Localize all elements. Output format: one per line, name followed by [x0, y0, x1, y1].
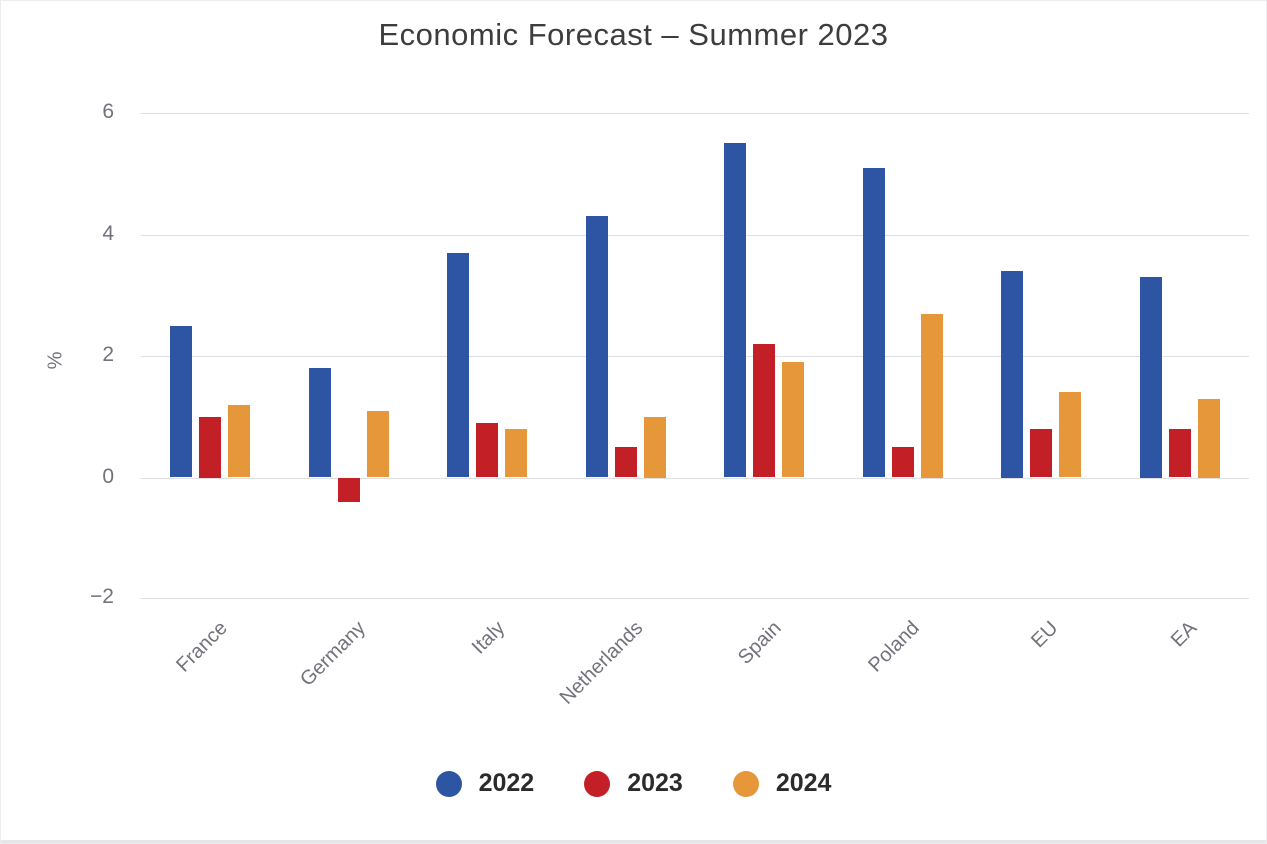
- bar-2024-EA[interactable]: [1197, 398, 1220, 478]
- legend: 2022 2023 2024: [1, 769, 1266, 798]
- x-label-Netherlands: Netherlands: [555, 617, 648, 709]
- bar-2024-Italy[interactable]: [505, 428, 528, 478]
- bar-2022-Spain[interactable]: [724, 143, 747, 478]
- y-tick-0: 0: [102, 464, 114, 488]
- bar-2024-Germany[interactable]: [366, 410, 389, 478]
- legend-swatch-2022: [435, 770, 462, 797]
- legend-item-2024[interactable]: 2024: [732, 769, 832, 798]
- legend-label-2024: 2024: [775, 769, 832, 797]
- bar-2023-Poland[interactable]: [891, 447, 914, 478]
- y-tick--2: −2: [90, 584, 114, 608]
- bar-2022-Poland[interactable]: [862, 167, 885, 478]
- bar-2024-Netherlands[interactable]: [643, 416, 666, 478]
- x-label-EA: EA: [1166, 617, 1202, 652]
- gridline-4: [141, 235, 1249, 236]
- legend-swatch-2024: [732, 770, 759, 797]
- legend-swatch-2023: [584, 770, 611, 797]
- bar-2022-EA[interactable]: [1139, 277, 1162, 478]
- x-label-Italy: Italy: [467, 617, 509, 659]
- bar-2022-Netherlands[interactable]: [585, 216, 608, 478]
- bar-2024-EU[interactable]: [1059, 392, 1082, 478]
- y-axis-label: %: [44, 351, 67, 370]
- bar-2024-Spain[interactable]: [782, 362, 805, 478]
- gridline-0: [141, 478, 1249, 479]
- bar-2023-Germany[interactable]: [337, 477, 360, 502]
- y-tick-2: 2: [102, 342, 114, 366]
- gridline--2: [141, 598, 1249, 599]
- bar-2022-EU[interactable]: [1001, 271, 1024, 478]
- bar-2023-Spain[interactable]: [753, 343, 776, 478]
- legend-item-2023[interactable]: 2023: [584, 769, 683, 798]
- y-tick-4: 4: [102, 221, 114, 245]
- bar-2023-EU[interactable]: [1030, 428, 1053, 478]
- legend-label-2022: 2022: [478, 769, 535, 797]
- bar-2023-Italy[interactable]: [476, 422, 499, 478]
- gridline-6: [141, 113, 1249, 114]
- x-label-Poland: Poland: [864, 617, 925, 677]
- gridline-2: [141, 356, 1249, 357]
- x-label-Germany: Germany: [296, 617, 371, 691]
- bottom-border: [1, 840, 1266, 843]
- bar-2023-EA[interactable]: [1168, 428, 1191, 478]
- bar-2023-Netherlands[interactable]: [614, 447, 637, 478]
- x-label-Spain: Spain: [734, 617, 786, 669]
- legend-item-2022[interactable]: 2022: [435, 769, 535, 798]
- bar-2024-Poland[interactable]: [920, 313, 943, 478]
- bar-2023-France[interactable]: [199, 416, 222, 478]
- y-tick-6: 6: [102, 99, 114, 123]
- x-label-EU: EU: [1027, 617, 1063, 653]
- bar-2022-Italy[interactable]: [447, 252, 470, 478]
- bar-2022-Germany[interactable]: [308, 368, 331, 478]
- x-label-France: France: [172, 617, 232, 677]
- legend-label-2023: 2023: [627, 769, 683, 797]
- bar-2022-France[interactable]: [170, 325, 193, 478]
- plot-area: 6 4 2 0 −2 France Germany Italy Netherlands Spain…: [90, 100, 1249, 709]
- chart-title: Economic Forecast – Summer 2023: [378, 17, 889, 52]
- bar-2024-France[interactable]: [228, 404, 251, 478]
